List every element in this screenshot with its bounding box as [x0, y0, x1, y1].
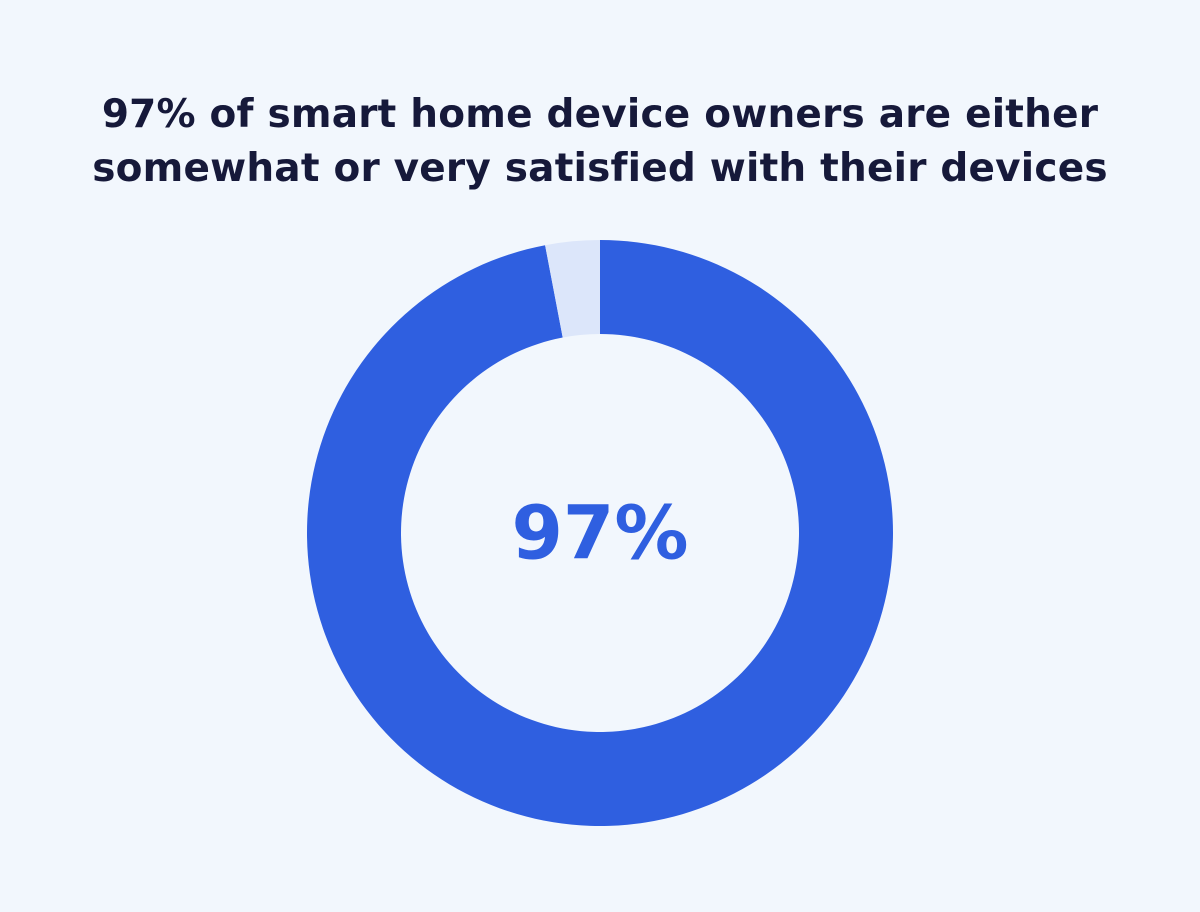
donut-segment	[545, 240, 600, 338]
donut-segment	[307, 240, 894, 827]
center-label: 97%	[511, 491, 688, 577]
chart-title: 97% of smart home device owners are eith…	[92, 92, 1108, 191]
donut	[307, 240, 894, 827]
